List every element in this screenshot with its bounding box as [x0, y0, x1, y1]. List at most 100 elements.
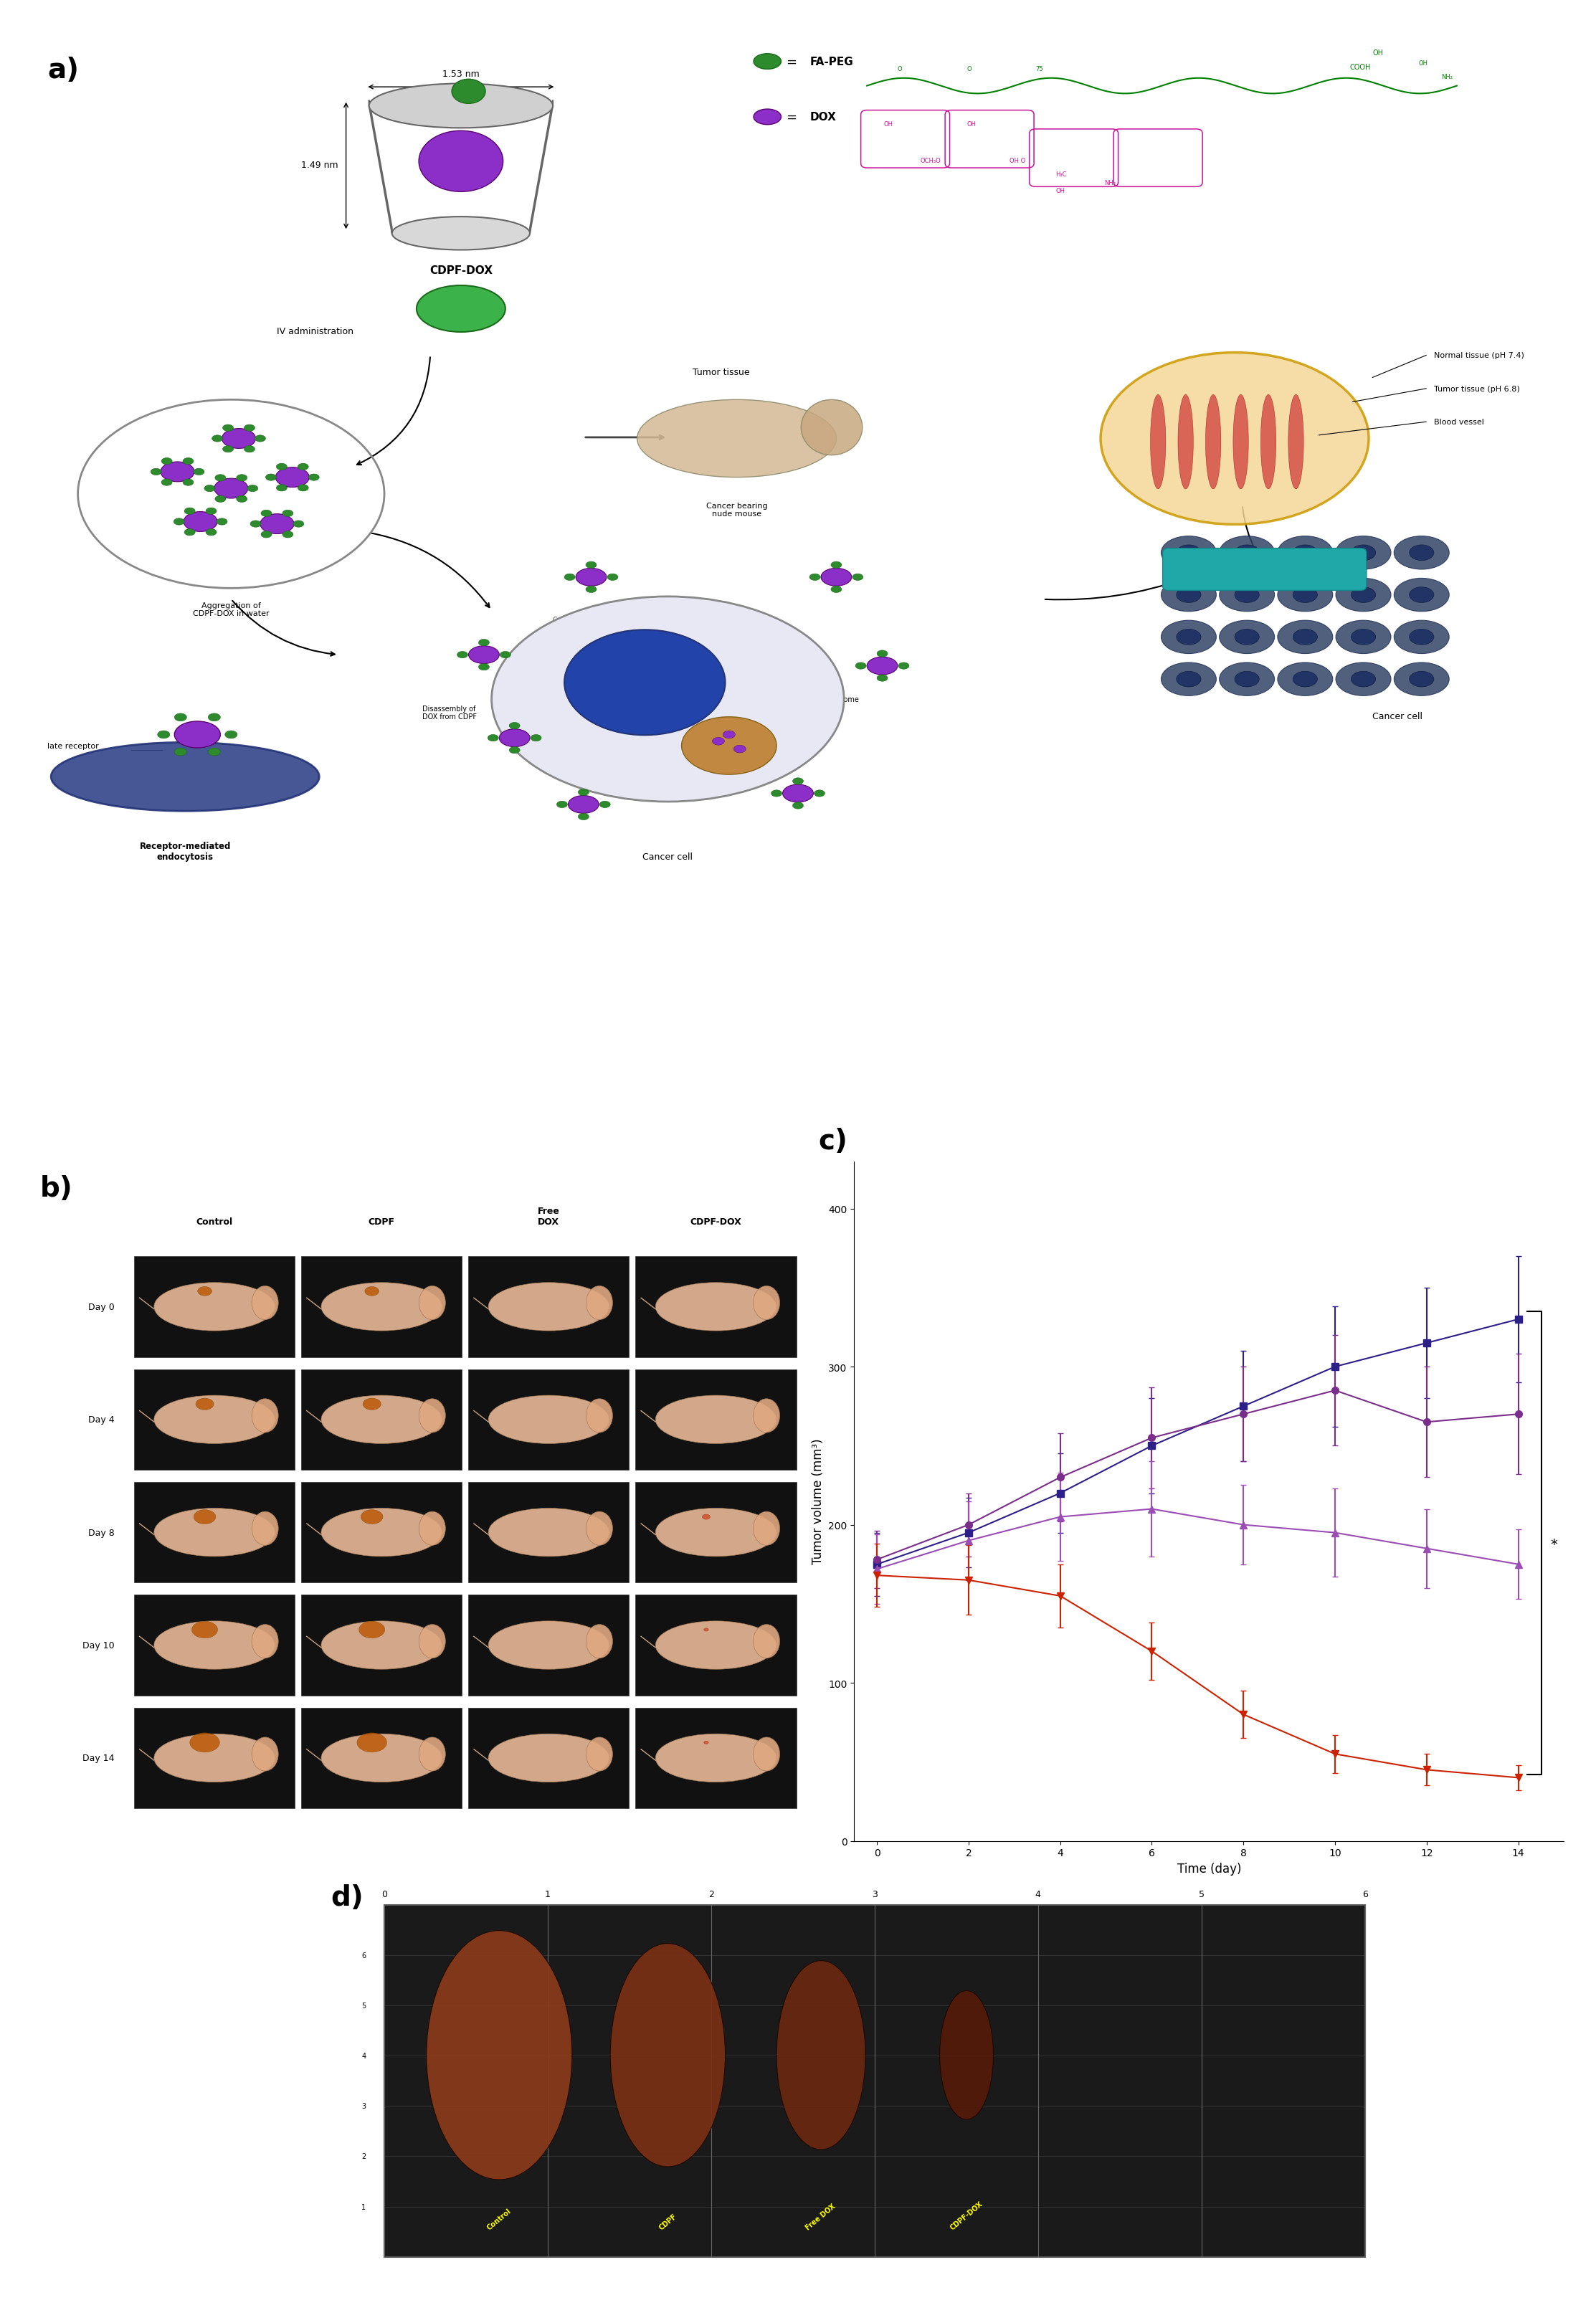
Ellipse shape [771, 790, 782, 797]
Ellipse shape [321, 1396, 442, 1445]
Text: COOH: COOH [1350, 65, 1371, 72]
Ellipse shape [418, 1512, 445, 1545]
FancyBboxPatch shape [134, 1707, 295, 1807]
FancyBboxPatch shape [134, 1596, 295, 1696]
Ellipse shape [867, 657, 897, 676]
Ellipse shape [1409, 671, 1433, 688]
Ellipse shape [155, 1621, 275, 1670]
Ellipse shape [565, 574, 575, 581]
Text: 6: 6 [362, 1951, 365, 1958]
Text: CDPF-DOX: CDPF-DOX [948, 2200, 985, 2230]
Ellipse shape [753, 1624, 780, 1659]
Ellipse shape [1293, 671, 1317, 688]
Ellipse shape [184, 479, 193, 486]
FancyBboxPatch shape [468, 1371, 629, 1470]
Ellipse shape [1409, 588, 1433, 604]
Ellipse shape [876, 676, 887, 683]
Ellipse shape [1393, 620, 1449, 655]
Ellipse shape [723, 732, 736, 739]
FancyBboxPatch shape [635, 1596, 796, 1696]
Ellipse shape [185, 530, 195, 537]
Text: Endosome: Endosome [822, 697, 859, 704]
Text: DOX: DOX [811, 112, 836, 123]
Ellipse shape [321, 1733, 442, 1782]
Text: IV administration: IV administration [278, 328, 354, 337]
Ellipse shape [852, 574, 863, 581]
Ellipse shape [509, 722, 520, 729]
Ellipse shape [155, 1508, 275, 1556]
Text: 4: 4 [362, 2051, 365, 2058]
Ellipse shape [681, 718, 777, 776]
Text: O: O [897, 65, 902, 72]
FancyBboxPatch shape [468, 1482, 629, 1582]
Ellipse shape [479, 664, 490, 671]
Ellipse shape [282, 532, 294, 539]
Ellipse shape [578, 790, 589, 797]
Ellipse shape [1162, 620, 1216, 655]
Ellipse shape [820, 569, 852, 585]
Ellipse shape [1219, 537, 1275, 569]
Ellipse shape [359, 1621, 385, 1638]
Ellipse shape [1277, 537, 1333, 569]
Ellipse shape [1393, 537, 1449, 569]
Text: Disassembly of
DOX from CDPF: Disassembly of DOX from CDPF [423, 706, 477, 720]
Ellipse shape [206, 509, 217, 516]
Ellipse shape [1409, 546, 1433, 560]
Ellipse shape [192, 1621, 217, 1638]
Ellipse shape [262, 532, 271, 539]
Text: 0.78 nm: 0.78 nm [442, 95, 479, 105]
Ellipse shape [814, 790, 825, 797]
Text: Aggregation of
CDPF-DOX in water: Aggregation of CDPF-DOX in water [193, 602, 270, 618]
Ellipse shape [704, 1742, 709, 1745]
Ellipse shape [1277, 620, 1333, 655]
Ellipse shape [488, 1508, 610, 1556]
Ellipse shape [207, 748, 220, 757]
Ellipse shape [753, 1738, 780, 1770]
Text: Normal tissue (pH 7.4): Normal tissue (pH 7.4) [1433, 353, 1524, 360]
Ellipse shape [1176, 546, 1200, 560]
Ellipse shape [184, 511, 217, 532]
Ellipse shape [236, 497, 247, 502]
Text: a): a) [48, 56, 78, 84]
Ellipse shape [155, 1733, 275, 1782]
Ellipse shape [1176, 671, 1200, 688]
Ellipse shape [217, 518, 227, 525]
Ellipse shape [252, 1738, 278, 1770]
Text: 6: 6 [1361, 1889, 1368, 1898]
Ellipse shape [236, 474, 247, 481]
Ellipse shape [1235, 671, 1259, 688]
Text: OH: OH [1373, 49, 1384, 56]
Text: 5: 5 [361, 2002, 365, 2009]
Ellipse shape [568, 797, 598, 813]
Text: FA-PEG: FA-PEG [811, 56, 854, 67]
FancyBboxPatch shape [635, 1371, 796, 1470]
Text: 1: 1 [544, 1889, 551, 1898]
Text: OH: OH [1055, 188, 1065, 195]
Ellipse shape [656, 1282, 776, 1331]
Ellipse shape [1162, 537, 1216, 569]
Ellipse shape [832, 585, 841, 592]
Text: Cancer cell: Cancer cell [643, 853, 693, 862]
Ellipse shape [734, 746, 745, 753]
Text: Day 10: Day 10 [83, 1640, 115, 1649]
Text: Day 4: Day 4 [88, 1415, 115, 1424]
Ellipse shape [704, 1628, 709, 1631]
Ellipse shape [265, 474, 276, 481]
Ellipse shape [417, 286, 506, 332]
Text: 2: 2 [361, 2153, 365, 2160]
Text: Nucleus: Nucleus [630, 678, 659, 688]
Text: Day 8: Day 8 [88, 1529, 115, 1538]
Ellipse shape [1336, 662, 1392, 697]
FancyBboxPatch shape [468, 1596, 629, 1696]
Ellipse shape [557, 801, 568, 808]
FancyBboxPatch shape [385, 1905, 1365, 2258]
Ellipse shape [223, 446, 233, 453]
Ellipse shape [1352, 546, 1376, 560]
Ellipse shape [456, 653, 468, 657]
Ellipse shape [586, 1624, 613, 1659]
FancyBboxPatch shape [302, 1257, 461, 1357]
Text: 4: 4 [1036, 1889, 1041, 1898]
Ellipse shape [702, 1515, 710, 1519]
Ellipse shape [1336, 537, 1392, 569]
Ellipse shape [753, 1398, 780, 1433]
